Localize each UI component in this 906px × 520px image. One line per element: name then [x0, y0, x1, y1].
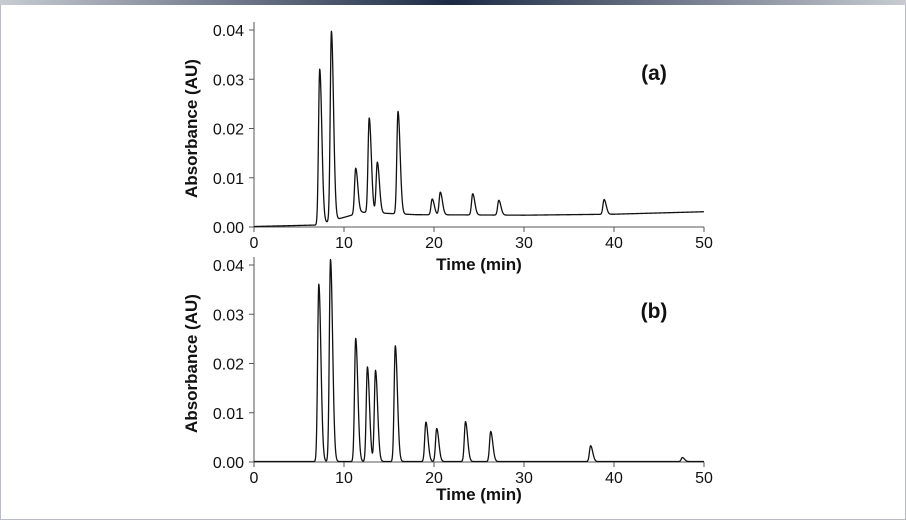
x-tick-label: 50 — [695, 470, 713, 487]
y-tick-label: 0.04 — [213, 258, 244, 275]
top-banner-bar — [0, 0, 906, 5]
x-tick-label: 10 — [335, 235, 353, 252]
panel-label: (b) — [641, 300, 668, 323]
x-tick-label: 50 — [695, 235, 713, 252]
chromatogram-panel-b: 0 10 20 30 40 50 0.00 0.01 0.02 0.03 0.04 Time (min… — [182, 257, 713, 504]
y-tick-label: 0.02 — [213, 122, 244, 139]
chromatogram-panel-a: 0 10 20 30 40 50 0.00 0.01 0.02 0.03 0.04 Time (min… — [182, 22, 713, 274]
panel-label: (a) — [641, 62, 667, 85]
y-tick-label: 0.00 — [213, 455, 244, 472]
y-tick-label: 0.04 — [213, 23, 244, 40]
y-axis-title: Absorbance (AU) — [182, 294, 201, 433]
x-axis-title: Time (min) — [436, 485, 522, 504]
x-tick-label: 40 — [605, 235, 623, 252]
x-tick-label: 20 — [425, 470, 443, 487]
x-tick-label: 20 — [425, 235, 443, 252]
chromatogram-trace — [253, 30, 705, 228]
x-tick-label: 10 — [335, 470, 353, 487]
y-tick-label: 0.00 — [213, 220, 244, 237]
x-tick-label: 0 — [250, 470, 259, 487]
y-tick-label: 0.03 — [213, 72, 244, 89]
y-axis-title: Absorbance (AU) — [182, 59, 201, 198]
x-tick-label: 40 — [605, 470, 623, 487]
x-tick-label: 30 — [515, 235, 533, 252]
y-tick-label: 0.01 — [213, 171, 244, 188]
y-tick-label: 0.01 — [213, 406, 244, 423]
chromatogram-trace — [253, 258, 705, 463]
x-axis-title: Time (min) — [436, 255, 522, 274]
y-tick-label: 0.03 — [213, 307, 244, 324]
y-tick-label: 0.02 — [213, 357, 244, 374]
x-tick-label: 0 — [250, 235, 259, 252]
x-tick-label: 30 — [515, 470, 533, 487]
